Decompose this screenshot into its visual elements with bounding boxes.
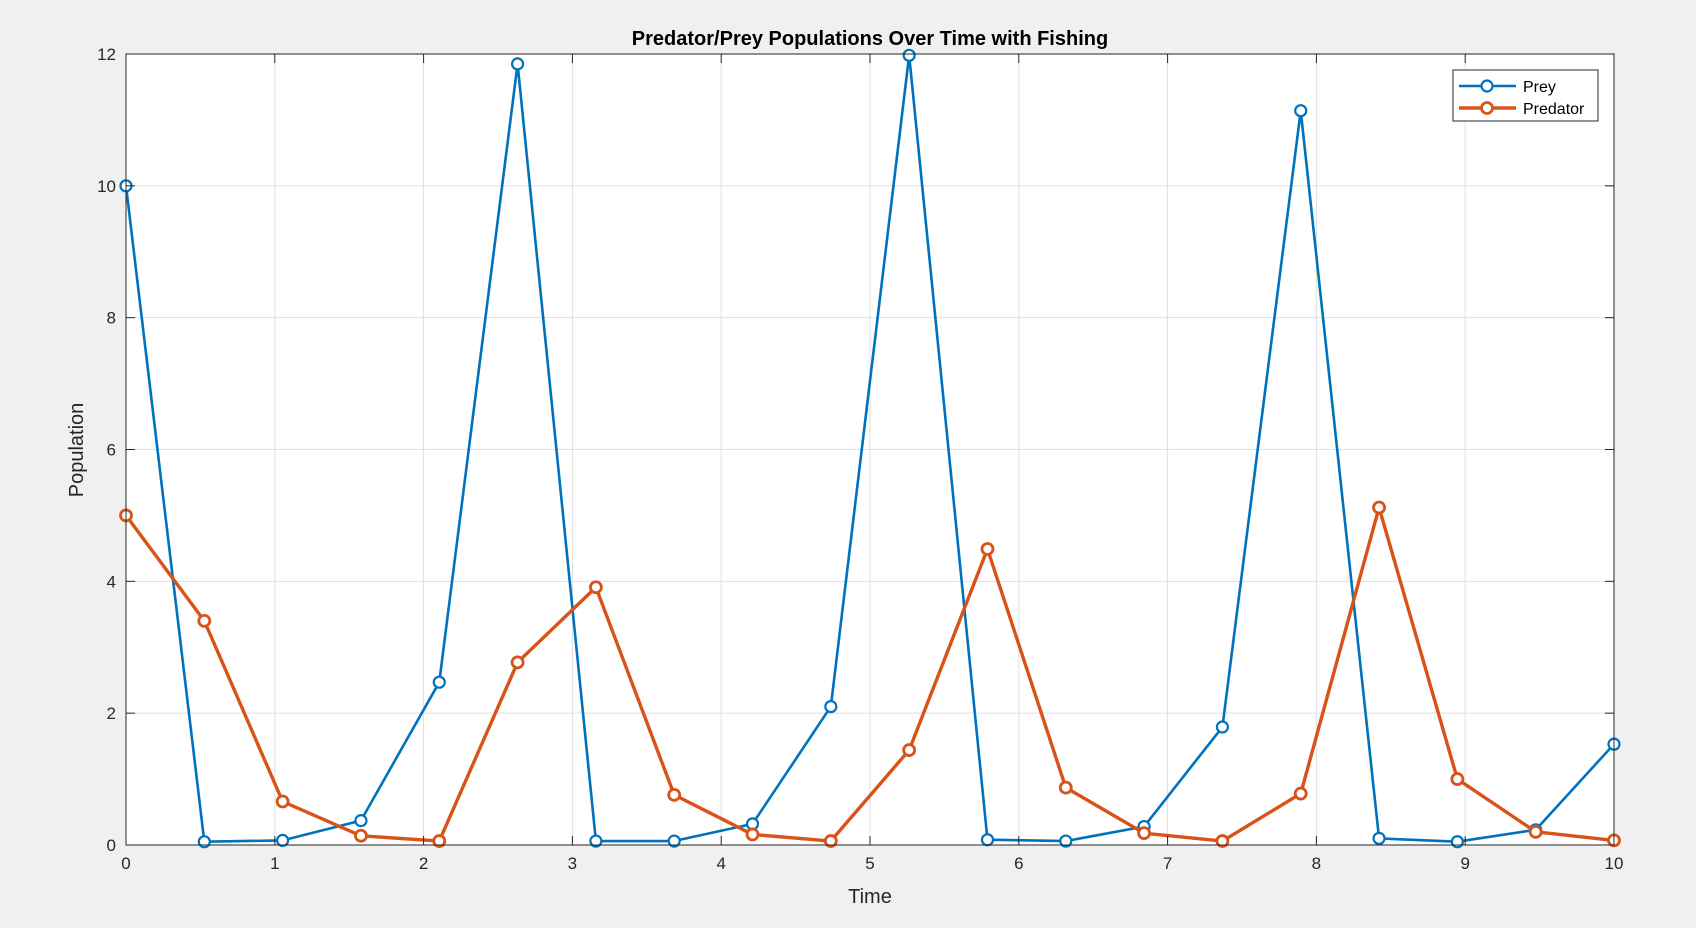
data-point-predator [1137,826,1152,841]
y-tick-label: 12 [97,45,116,64]
series-line-predator [124,505,1615,843]
tick-marks [125,53,1615,846]
x-tick-label: 10 [1605,854,1624,873]
data-point-predator [667,788,682,802]
x-tick-label: 0 [121,854,130,873]
data-point-predator [1293,786,1308,801]
data-point-prey [1372,831,1386,846]
data-point-predator [1450,772,1465,786]
data-point-predator [275,794,290,809]
series-predator [119,500,1621,848]
x-tick-label: 4 [716,854,725,873]
legend-marker-predator [1480,101,1494,115]
y-axis-label: Population [66,403,88,498]
x-tick-labels: 0 1 2 3 4 5 6 7 8 9 10 [121,854,1623,873]
data-point-prey [432,675,446,689]
data-point-prey [589,834,603,848]
data-point-predator [745,827,760,842]
data-point-predator [1372,500,1386,515]
data-point-prey [197,835,211,849]
data-point-predator [197,613,212,628]
y-tick-label: 10 [97,177,116,196]
data-point-predator [1058,780,1073,795]
data-point-predator [510,655,525,670]
series-prey [119,48,1621,849]
x-tick-label: 8 [1312,854,1321,873]
legend-label-prey: Prey [1523,79,1556,96]
data-point-prey [510,57,525,71]
x-tick-label: 6 [1014,854,1023,873]
y-tick-label: 0 [107,836,116,855]
chart-title: Predator/Prey Populations Over Time with… [632,28,1108,50]
data-point-prey [667,834,681,848]
data-point-prey [824,699,838,714]
legend-entry-predator: Predator [1459,101,1585,118]
data-point-prey [902,48,916,62]
legend: Prey Predator [1452,69,1599,122]
data-point-predator [823,834,838,848]
data-point-predator [1215,834,1230,848]
data-point-prey [1450,835,1464,849]
data-point-predator [980,542,995,556]
data-point-predator [1528,824,1543,839]
x-axis-label: Time [848,886,892,908]
series-line-prey [124,54,1615,844]
x-tick-label: 1 [270,854,279,873]
data-point-prey [980,833,995,847]
y-tick-label: 4 [107,572,116,591]
x-tick-label: 3 [568,854,577,873]
data-point-prey [1215,720,1230,734]
data-point-predator [588,580,603,595]
y-tick-labels: 0 2 4 6 8 10 12 [97,45,116,855]
legend-marker-prey [1480,79,1494,93]
series-layer [119,48,1621,849]
data-point-predator [354,828,368,843]
data-point-prey [1059,834,1073,848]
data-point-predator [432,834,447,848]
x-tick-label: 7 [1163,854,1172,873]
y-tick-label: 2 [107,704,116,723]
legend-entries: Prey Predator [1459,79,1585,118]
data-point-predator [902,743,917,757]
x-tick-label: 2 [419,854,428,873]
data-point-prey [276,833,290,847]
y-tick-label: 6 [107,441,116,460]
legend-entry-prey: Prey [1459,79,1556,96]
x-tick-label: 9 [1460,854,1469,873]
legend-label-predator: Predator [1523,101,1585,118]
legend-box [1452,69,1599,122]
y-tick-label: 8 [107,309,116,328]
data-point-prey [354,814,368,828]
x-tick-label: 5 [865,854,874,873]
data-point-prey [1294,104,1308,118]
